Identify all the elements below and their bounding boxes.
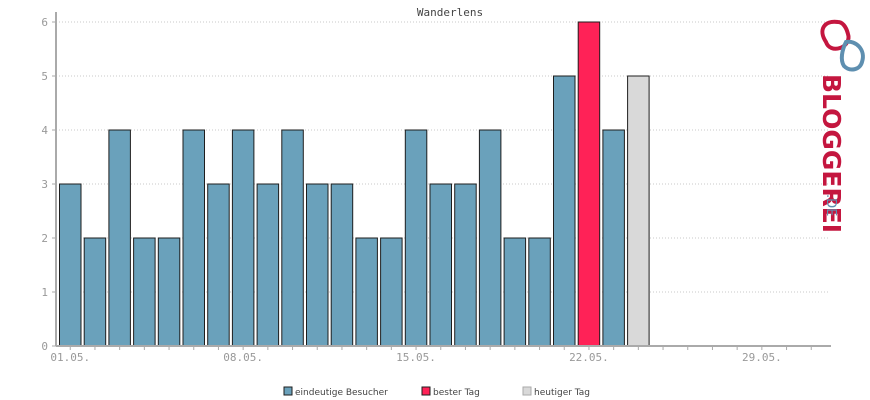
legend: eindeutige Besucher bester Tag heutiger … xyxy=(283,386,590,398)
axis-layer xyxy=(55,12,831,347)
x-tick-labels: 01.05. 08.05. 15.05. 22.05. 29.05. xyxy=(50,346,812,364)
bar-layer xyxy=(59,21,650,347)
bar xyxy=(380,237,403,347)
x-tick-label: 08.05. xyxy=(223,351,263,364)
y-tick-labels: 0 1 2 3 4 5 6 xyxy=(41,16,56,353)
x-tick-label: 29.05. xyxy=(742,351,782,364)
bar xyxy=(503,237,527,347)
y-tick-label: 3 xyxy=(41,178,48,191)
bar xyxy=(231,129,255,347)
legend-label-visitors: eindeutige Besucher xyxy=(295,388,388,398)
chart-title: Wanderlens xyxy=(417,6,483,19)
bar xyxy=(133,237,156,347)
logo-brand-text: BLOGGEREI xyxy=(817,74,846,233)
bar xyxy=(478,129,502,347)
logo-tld-text: .DE xyxy=(823,194,838,216)
legend-label-today: heutiger Tag xyxy=(534,388,590,398)
x-tick-label: 22.05. xyxy=(569,351,609,364)
bar xyxy=(83,237,107,347)
y-tick-label: 6 xyxy=(41,16,48,29)
legend-swatch-visitors xyxy=(283,386,293,396)
bar xyxy=(528,237,551,347)
y-tick-label: 5 xyxy=(41,70,48,83)
bar xyxy=(281,129,304,347)
x-tick-label: 01.05. xyxy=(50,351,90,364)
bar xyxy=(602,129,625,347)
bloggerei-logo-mark-icon xyxy=(820,19,865,72)
bar xyxy=(256,183,280,347)
bar xyxy=(355,237,378,347)
bar xyxy=(108,129,131,347)
bloggerei-logo: BLOGGEREI .DE xyxy=(817,19,865,233)
bar-best-day xyxy=(577,21,601,347)
y-tick-label: 1 xyxy=(41,286,48,299)
y-tick-label: 0 xyxy=(41,340,48,353)
bar xyxy=(330,183,354,347)
bar xyxy=(404,129,428,347)
x-tick-label: 15.05. xyxy=(396,351,436,364)
bar xyxy=(429,183,452,347)
legend-swatch-best-day xyxy=(421,386,431,396)
bar xyxy=(157,237,181,347)
bar xyxy=(207,183,230,347)
bar xyxy=(59,183,82,347)
legend-label-best-day: bester Tag xyxy=(433,388,480,398)
y-tick-label: 4 xyxy=(41,124,48,137)
bar xyxy=(553,75,576,347)
bar xyxy=(454,183,477,347)
legend-swatch-today xyxy=(522,386,532,396)
bar xyxy=(182,129,205,347)
y-tick-label: 2 xyxy=(41,232,48,245)
bar xyxy=(306,183,329,347)
bar-today xyxy=(627,75,650,347)
